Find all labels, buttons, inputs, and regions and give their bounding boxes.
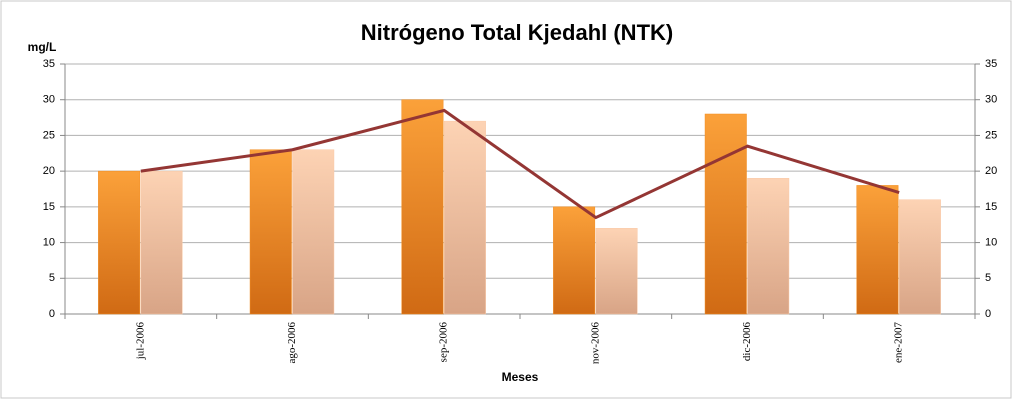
x-tick-label: ago-2006 (286, 322, 298, 364)
y-tick-label: 30 (43, 94, 55, 106)
y-tick-label: 20 (43, 165, 55, 177)
y-tick-label: 15 (43, 201, 55, 213)
bar (443, 120, 486, 315)
y-tick-label: 35 (43, 58, 55, 70)
x-tick-label: jul-2006 (134, 322, 146, 361)
bar (140, 170, 183, 315)
y2-tick-label: 15 (985, 201, 997, 213)
y-tick-label: 0 (49, 308, 55, 320)
x-tick-label: ene-2007 (893, 322, 905, 363)
y2-tick-label: 35 (985, 58, 997, 70)
y-axis-label: mg/L (28, 40, 57, 54)
bar (856, 185, 899, 315)
y-tick-label: 5 (49, 272, 55, 284)
x-tick-label: nov-2006 (589, 322, 601, 365)
bar (401, 99, 444, 315)
y2-tick-label: 30 (985, 94, 997, 106)
bar (249, 149, 292, 315)
y2-tick-label: 20 (985, 165, 997, 177)
line-series (140, 108, 900, 220)
y2-tick-label: 0 (985, 308, 991, 320)
y2-tick-label: 10 (985, 236, 997, 248)
x-tick-label: dic-2006 (741, 322, 753, 362)
y-tick-label: 25 (43, 129, 55, 141)
x-axis-label: Meses (502, 370, 539, 384)
bar (747, 178, 790, 315)
bar (98, 170, 141, 315)
bar (704, 113, 747, 315)
bar (595, 228, 638, 315)
bar (553, 206, 596, 315)
x-tick-label: sep-2006 (438, 322, 450, 363)
bar (292, 149, 335, 315)
y2-tick-label: 5 (985, 272, 991, 284)
y-tick-label: 10 (43, 236, 55, 248)
y2-tick-label: 25 (985, 129, 997, 141)
bar (898, 199, 941, 315)
chart-title: Nitrógeno Total Kjedahl (NTK) (361, 20, 673, 45)
